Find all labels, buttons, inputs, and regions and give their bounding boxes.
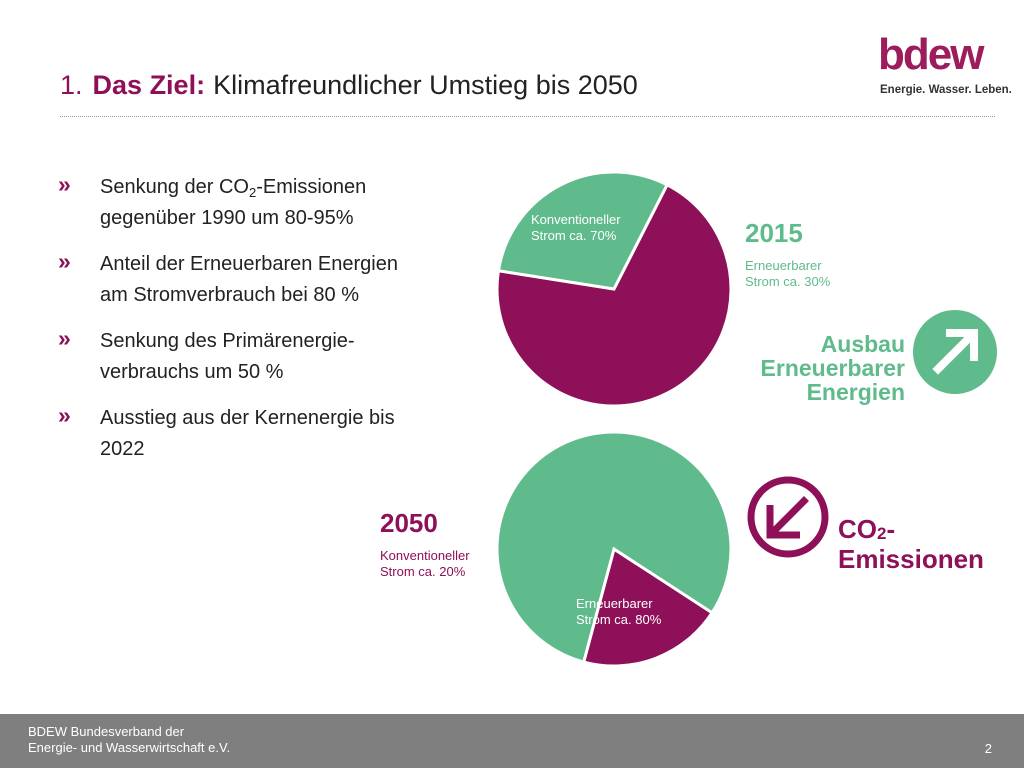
bullet-text: Anteil der Erneuerbaren Energien am Stro…	[100, 253, 398, 306]
bullet-marker: »	[58, 325, 71, 351]
slide-title: 1. Das Ziel: Klimafreundlicher Umstieg bis…	[60, 70, 638, 101]
pie-2015-slice-conventional	[495, 182, 733, 408]
bullet-marker: »	[58, 248, 71, 274]
bullet-item: » Ausstieg aus der Kernenergie bis 2022	[58, 402, 418, 465]
pie-2050-renewable-label: Erneuerbarer Strom ca. 80%	[576, 596, 662, 627]
pie-2015-conventional-label: Konventioneller Strom ca. 70%	[531, 212, 621, 243]
footer-organization: BDEW Bundesverband der Energie- und Wass…	[28, 724, 231, 755]
pie-2050-slice-conventional	[581, 546, 715, 668]
logo-tagline: Energie. Wasser. Leben.	[880, 84, 1012, 96]
pie-2050-slice-renewable	[495, 430, 733, 664]
ausbau-text: Ausbau Erneuerbarer Energien	[760, 331, 905, 405]
bullet-text-sub: 2	[248, 185, 257, 200]
title-number: 1.	[60, 70, 83, 100]
bullet-item: » Senkung der CO2-Emissionen gegenüber 1…	[58, 171, 418, 234]
bullet-list: » Senkung der CO2-Emissionen gegenüber 1…	[58, 171, 418, 480]
co2-text: CO2- Emissionen	[838, 514, 984, 574]
bullet-text-pre: Senkung der CO	[100, 176, 249, 198]
pie-2050-title: 2050	[380, 508, 438, 538]
arrow-up-right-icon	[913, 310, 997, 394]
arrow-down-left-icon	[747, 476, 829, 558]
bullet-item: » Anteil der Erneuerbaren Energien am St…	[58, 248, 418, 311]
page-number: 2	[984, 741, 992, 756]
title-text: Klimafreundlicher Umstieg bis 2050	[213, 70, 638, 100]
title-highlight: Das Ziel:	[92, 70, 206, 100]
bullet-text: Ausstieg aus der Kernenergie bis 2022	[100, 407, 395, 460]
bdew-logo: bdew Energie. Wasser. Leben.	[878, 30, 1012, 104]
pie-2015-slice-renewable	[496, 170, 670, 291]
title-divider	[60, 116, 995, 117]
bullet-item: » Senkung des Primärenergie-verbrauchs u…	[58, 325, 418, 388]
bullet-text-post: -Emissionen gegenüber 1990 um 80-95%	[100, 176, 367, 229]
logo-wordmark: bdew	[878, 30, 984, 79]
bullet-text: Senkung des Primärenergie-verbrauchs um …	[100, 330, 355, 383]
pie-2015-title: 2015	[745, 218, 803, 248]
bullet-marker: »	[58, 402, 71, 428]
pie-2050-conventional-label: Konventioneller Strom ca. 20%	[380, 548, 470, 579]
pie-2015-renewable-label: Erneuerbarer Strom ca. 30%	[745, 258, 831, 289]
bullet-marker: »	[58, 171, 71, 197]
footer: BDEW Bundesverband der Energie- und Wass…	[0, 714, 1024, 768]
